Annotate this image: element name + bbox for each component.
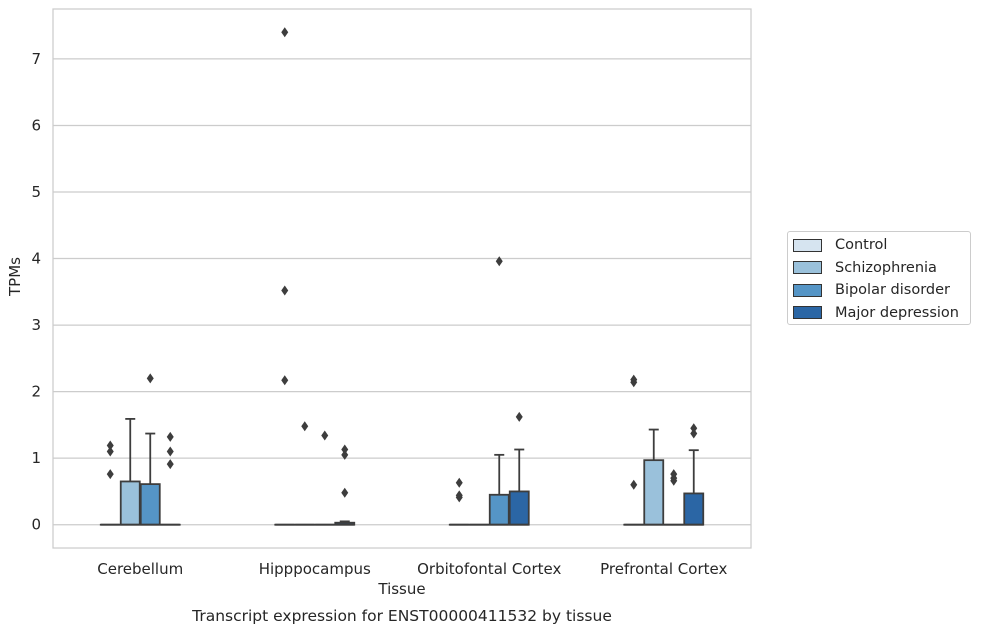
- box-major-depression: [508, 490, 530, 526]
- legend-swatch-control: [793, 238, 822, 252]
- gridlines: [53, 58, 751, 526]
- legend-label-control: Control: [835, 237, 888, 253]
- box-group-major-depression: [683, 423, 705, 526]
- box-group-major-depression: [508, 411, 530, 526]
- outlier-point: [630, 479, 638, 490]
- box-group-bipolar-disorder: [139, 373, 161, 526]
- outlier-point: [166, 446, 174, 457]
- box-group-control: [448, 477, 470, 526]
- box-group-bipolar-disorder: [663, 469, 685, 526]
- legend-item-major-depression: Major depression: [793, 303, 959, 323]
- x-tick-label: Orbitofontal Cortex: [417, 560, 561, 578]
- box-bipolar-disorder: [488, 493, 510, 526]
- tick-labels: 0 1 2 3 4 5 6 7 Cerebellum Hipppocampus Orbitofont…: [31, 50, 727, 578]
- outlier-point: [321, 430, 329, 441]
- x-tick-label: Hipppocampus: [259, 560, 371, 578]
- y-tick-label: 6: [31, 116, 41, 134]
- outlier-point: [106, 446, 114, 457]
- outlier-point: [455, 477, 463, 488]
- outlier-point: [341, 487, 349, 498]
- box-schizophrenia: [643, 459, 665, 526]
- y-tick-label: 2: [31, 383, 41, 401]
- x-tick-label: Prefrontal Cortex: [600, 560, 727, 578]
- outlier-point: [341, 444, 349, 455]
- box-group-schizophrenia: [643, 428, 665, 526]
- box-group-bipolar-disorder: [314, 430, 336, 526]
- outlier-point: [341, 449, 349, 460]
- outlier-point: [106, 440, 114, 451]
- outlier-point: [281, 285, 289, 296]
- chart-title: Transcript expression for ENST0000041153…: [192, 607, 612, 625]
- legend-swatch-bipolar-disorder: [793, 283, 822, 297]
- outlier-point: [515, 411, 523, 422]
- outlier-point: [670, 469, 678, 480]
- box-major-depression: [683, 492, 705, 526]
- box-group-schizophrenia: [294, 421, 316, 526]
- legend-swatch-schizophrenia: [793, 261, 822, 274]
- y-tick-label: 1: [31, 449, 41, 467]
- legend-item-bipolar-disorder: Bipolar disorder: [793, 280, 950, 300]
- box-group-schizophrenia: [119, 418, 141, 526]
- y-tick-label: 7: [31, 50, 41, 68]
- legend-label-major-depression: Major depression: [835, 304, 959, 321]
- legend-swatch-major-depression: [793, 306, 822, 319]
- outlier-point: [146, 373, 154, 384]
- legend-item-control: Control: [793, 235, 887, 255]
- box-bipolar-disorder: [139, 483, 161, 526]
- x-tick-label: Cerebellum: [97, 560, 183, 578]
- outlier-point: [495, 256, 503, 267]
- outlier-point: [690, 428, 698, 439]
- y-tick-label: 0: [31, 516, 41, 534]
- box-group-control: [274, 27, 296, 526]
- y-tick-label: 4: [31, 250, 41, 268]
- box-schizophrenia: [119, 480, 141, 526]
- legend: Control Schizophrenia Bipolar disorder M…: [787, 231, 971, 325]
- y-tick-label: 5: [31, 183, 41, 201]
- outlier-point: [166, 459, 174, 470]
- y-tick-label: 3: [31, 316, 41, 334]
- outlier-point: [166, 431, 174, 442]
- outlier-point: [106, 469, 114, 480]
- y-axis-label: TPMs: [6, 257, 24, 296]
- box-group-control: [623, 374, 645, 526]
- legend-item-schizophrenia: Schizophrenia: [793, 258, 937, 278]
- boxes: [99, 27, 705, 526]
- legend-label-schizophrenia: Schizophrenia: [835, 259, 937, 276]
- outlier-point: [301, 421, 309, 432]
- x-axis-label: Tissue: [378, 580, 426, 598]
- plot-frame: [52, 8, 752, 549]
- outlier-point: [455, 490, 463, 501]
- outlier-point: [630, 374, 638, 385]
- outlier-point: [690, 423, 698, 434]
- box-group-control: [99, 440, 121, 526]
- box-group-major-depression: [159, 431, 181, 526]
- box-group-bipolar-disorder: [488, 256, 510, 526]
- box-group-major-depression: [334, 444, 356, 526]
- outlier-point: [281, 27, 289, 38]
- outlier-point: [281, 375, 289, 386]
- legend-label-bipolar-disorder: Bipolar disorder: [835, 282, 950, 298]
